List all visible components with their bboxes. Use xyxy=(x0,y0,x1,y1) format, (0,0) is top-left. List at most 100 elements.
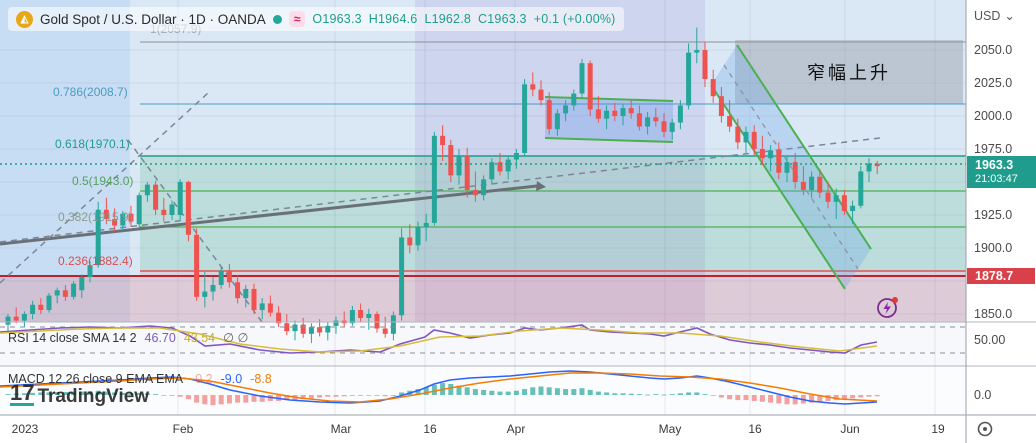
macd-hist-bar xyxy=(481,389,487,395)
time-tick-label: 19 xyxy=(931,422,945,436)
countdown-timer: 21:03:47 xyxy=(975,173,1018,185)
rsi-empty-values: ∅ ∅ xyxy=(223,331,249,345)
macd-hist-bar xyxy=(571,389,577,395)
currency-selector[interactable]: USD ⌄ xyxy=(974,8,1015,24)
candle xyxy=(251,288,257,311)
candle xyxy=(349,310,355,324)
candle xyxy=(284,323,290,332)
macd-hist-bar xyxy=(235,395,241,403)
candle xyxy=(530,84,536,90)
candle xyxy=(825,192,831,202)
macd-hist-bar xyxy=(431,384,437,395)
time-tick-label: Feb xyxy=(172,422,194,436)
macd-hist-bar xyxy=(686,392,692,395)
macd-hist-bar xyxy=(513,390,519,395)
tradingview-wordmark: TradingView xyxy=(37,386,150,407)
trendline-thick xyxy=(0,184,538,246)
candle xyxy=(235,282,241,299)
lightning-icon[interactable] xyxy=(875,294,901,320)
macd-hist-bar xyxy=(226,395,232,404)
macd-hist-bar xyxy=(185,395,191,400)
macd-hist-bar xyxy=(645,394,651,396)
candle xyxy=(817,176,823,193)
macd-hist-bar xyxy=(177,395,183,397)
candle xyxy=(702,50,708,80)
macd-hist-bar xyxy=(243,395,249,403)
tradingview-logo[interactable]: 17 TradingView xyxy=(10,382,150,407)
candle xyxy=(595,109,601,119)
macd-hist-bar xyxy=(661,394,667,396)
alert-price-badge[interactable]: 1878.7 xyxy=(967,268,1035,284)
candle xyxy=(382,328,388,334)
macd-hist-bar xyxy=(751,395,757,401)
market-status-dot-icon[interactable] xyxy=(272,14,282,24)
annotation-note[interactable]: 窄幅上升 xyxy=(807,63,891,83)
candle xyxy=(456,155,462,176)
candle xyxy=(800,182,806,190)
candle xyxy=(30,304,36,314)
macd-hist-bar xyxy=(489,390,495,395)
macd-hist-bar xyxy=(259,395,265,402)
candle xyxy=(210,284,216,292)
candle xyxy=(423,222,429,227)
macd-signal-value: -8.8 xyxy=(250,372,272,386)
channel-midline xyxy=(723,64,859,270)
macd-hist-bar xyxy=(341,395,347,397)
candle xyxy=(563,105,569,114)
macd-hist-bar xyxy=(522,389,528,395)
candle xyxy=(226,270,232,283)
ohlc-high: H1964.6 xyxy=(368,12,418,26)
macd-hist-bar xyxy=(464,387,470,395)
macd-hist-bar xyxy=(866,395,872,397)
candle xyxy=(579,63,585,94)
macd-hist-bar xyxy=(120,392,126,395)
candle xyxy=(243,288,249,299)
candle xyxy=(481,179,487,196)
macd-hist-bar xyxy=(759,395,765,402)
price-axis-bg xyxy=(966,0,1036,443)
approx-price-badge[interactable]: ≈ xyxy=(288,11,306,27)
candle xyxy=(784,162,790,173)
candle xyxy=(472,189,478,196)
settings-icon[interactable] xyxy=(976,420,994,443)
candle xyxy=(513,152,519,160)
candle xyxy=(669,122,675,132)
macd-hist-bar xyxy=(30,392,36,395)
candle xyxy=(46,295,52,311)
candle xyxy=(407,237,413,246)
candle xyxy=(440,135,446,146)
fib-level-label: 0.618(1970.1) xyxy=(55,137,130,151)
macd-hist-bar xyxy=(694,392,700,395)
time-tick-label: 2023 xyxy=(11,422,39,436)
candle xyxy=(710,79,716,97)
candle xyxy=(661,121,667,132)
macd-hist-bar xyxy=(308,395,314,399)
box-bottom-edge xyxy=(544,137,674,143)
symbol-title[interactable]: Gold Spot / U.S. Dollar · 1D · OANDA xyxy=(40,11,266,27)
macd-hist-bar xyxy=(620,393,626,395)
rsi-indicator-row[interactable]: RSI 14 close SMA 14 2 46.70 43.54 ∅ ∅ xyxy=(8,330,249,346)
macd-indicator-row[interactable]: MACD 12 26 close 9 EMA EMA -0.2 -9.0 -8.… xyxy=(8,372,272,386)
macd-hist-bar xyxy=(546,387,552,395)
macd-hist-bar xyxy=(79,391,85,395)
candle xyxy=(169,204,175,215)
macd-hist-bar xyxy=(530,387,536,395)
candle xyxy=(5,316,11,325)
candle xyxy=(185,182,191,235)
macd-hist-bar xyxy=(13,393,19,395)
candle xyxy=(858,171,864,206)
price-tick-label: 1850.0 xyxy=(974,307,1013,321)
candle xyxy=(103,209,109,219)
candle xyxy=(718,96,724,116)
candle xyxy=(874,163,880,167)
consolidation-box xyxy=(545,97,673,142)
macd-hist-bar xyxy=(194,395,200,403)
rsi-pane-bg xyxy=(0,322,966,366)
candle xyxy=(300,324,306,334)
macd-hist-bar xyxy=(817,395,823,402)
macd-hist-bar xyxy=(218,395,224,405)
candle xyxy=(431,135,437,223)
candle xyxy=(538,89,544,101)
macd-hist-bar xyxy=(538,386,544,395)
